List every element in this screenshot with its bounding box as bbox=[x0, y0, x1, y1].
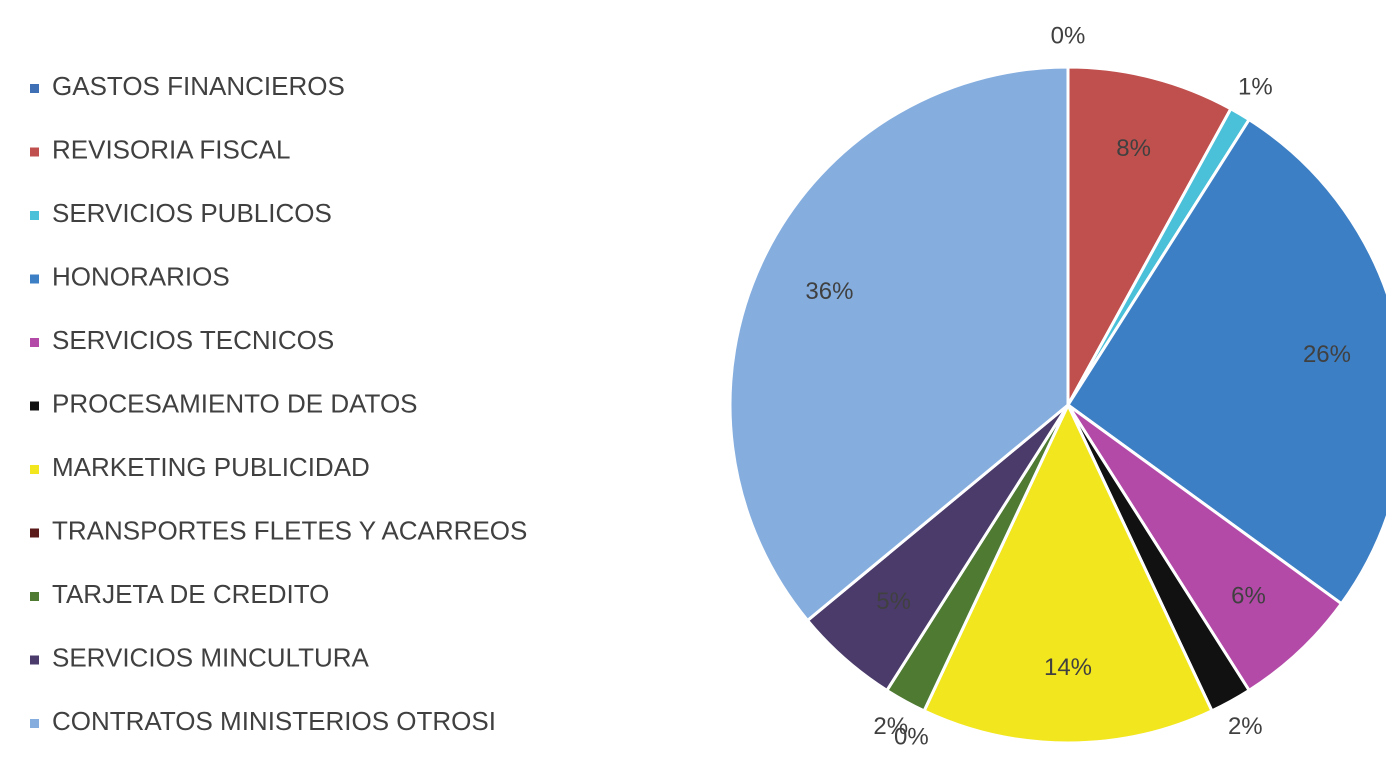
pie-slice bbox=[1066, 65, 1233, 406]
legend-swatch bbox=[30, 528, 39, 538]
legend-label: SERVICIOS MINCULTURA bbox=[52, 642, 370, 672]
legend-label: MARKETING PUBLICIDAD bbox=[52, 452, 370, 482]
legend-label: PROCESAMIENTO DE DATOS bbox=[52, 388, 418, 418]
data-label: 36% bbox=[805, 278, 853, 305]
legend-swatch bbox=[30, 211, 39, 220]
data-label: 5% bbox=[876, 588, 911, 615]
legend-swatch bbox=[30, 147, 39, 157]
legend-label: HONORARIOS bbox=[52, 261, 230, 291]
pie-slice bbox=[922, 401, 1214, 745]
legend-label: SERVICIOS PUBLICOS bbox=[52, 198, 332, 228]
legend-swatch bbox=[30, 84, 39, 93]
legend-swatch bbox=[30, 338, 39, 347]
data-label: 0% bbox=[1051, 22, 1086, 49]
legend-label: TARJETA DE CREDITO bbox=[52, 579, 329, 609]
data-label: 0% bbox=[894, 723, 929, 750]
legend-swatch bbox=[30, 401, 39, 411]
data-label: 6% bbox=[1231, 583, 1266, 610]
legend-swatch bbox=[30, 465, 39, 474]
data-label: 2% bbox=[873, 713, 908, 740]
legend-label: CONTRATOS MINISTERIOS OTROSI bbox=[52, 706, 496, 736]
data-label: 8% bbox=[1116, 135, 1151, 162]
legend-label: TRANSPORTES FLETES Y ACARREOS bbox=[52, 515, 527, 545]
pie-slice bbox=[1065, 117, 1386, 606]
pie-slice bbox=[728, 65, 1070, 623]
legend-swatch bbox=[30, 655, 39, 665]
data-label: 2% bbox=[1228, 713, 1263, 740]
pie-slice bbox=[1066, 403, 1344, 693]
data-label: 26% bbox=[1303, 341, 1351, 368]
legend-swatch bbox=[30, 274, 39, 284]
legend-label: REVISORIA FISCAL bbox=[52, 134, 290, 164]
legend-swatch bbox=[30, 719, 39, 728]
data-label: 14% bbox=[1044, 654, 1092, 681]
legend-swatch bbox=[30, 592, 39, 601]
data-label: 1% bbox=[1238, 74, 1273, 101]
legend-label: SERVICIOS TECNICOS bbox=[52, 325, 334, 355]
legend-label: GASTOS FINANCIEROS bbox=[52, 71, 345, 101]
